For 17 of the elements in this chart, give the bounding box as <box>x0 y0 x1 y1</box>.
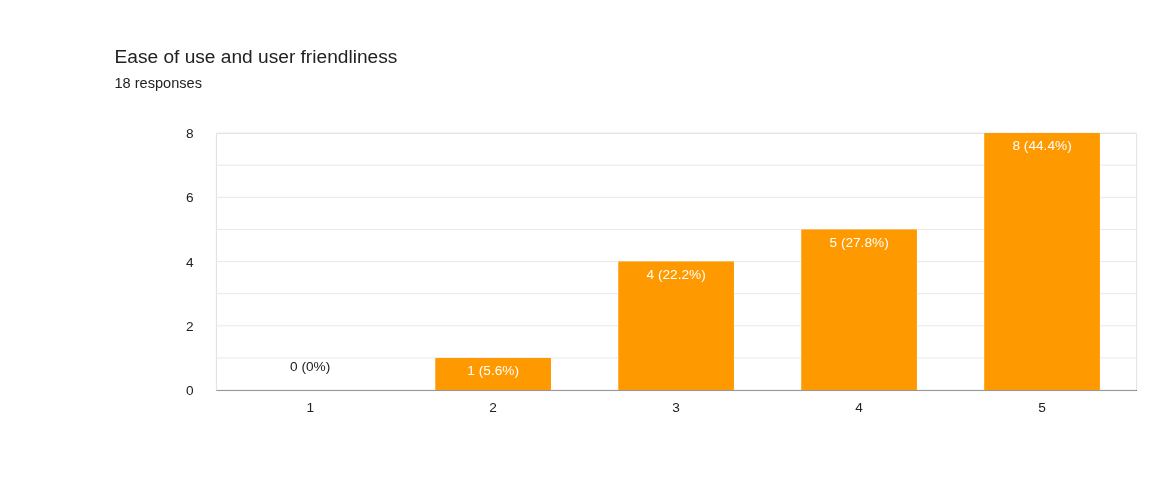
chart-title: Ease of use and user friendliness <box>114 45 398 67</box>
data-label: 4 (22.2%) <box>646 266 706 282</box>
y-tick-label: 4 <box>186 254 195 270</box>
y-tick-label: 2 <box>186 318 194 334</box>
data-label: 5 (27.8%) <box>829 234 889 250</box>
data-label: 0 (0%) <box>290 358 331 374</box>
x-tick-label: 5 <box>1038 400 1047 416</box>
x-tick-label: 2 <box>489 400 497 416</box>
chart-subtitle: 18 responses <box>114 74 202 91</box>
x-tick-label: 3 <box>672 400 680 416</box>
y-tick-label: 0 <box>186 383 195 399</box>
data-label: 8 (44.4%) <box>1012 138 1072 154</box>
data-label: 1 (5.6%) <box>467 363 519 379</box>
x-tick-label: 1 <box>306 400 314 416</box>
y-tick-label: 6 <box>186 190 194 206</box>
x-tick-label: 4 <box>855 400 864 416</box>
y-tick-label: 8 <box>186 126 194 142</box>
